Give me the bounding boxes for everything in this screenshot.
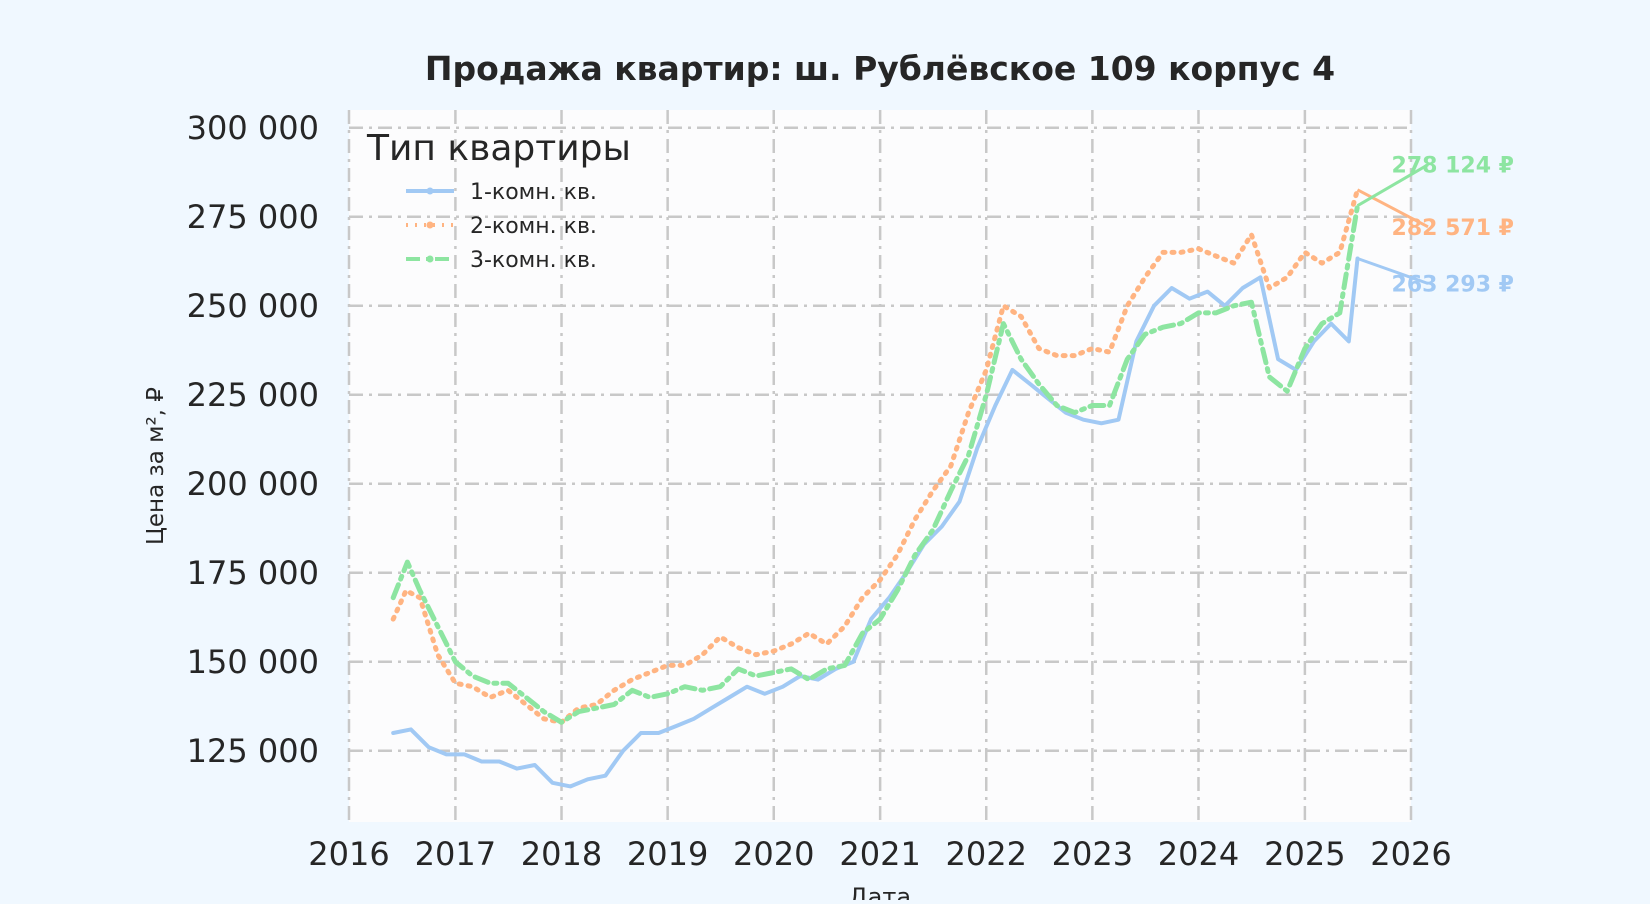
y-tick-label: 175 000	[187, 554, 319, 592]
y-tick-label: 250 000	[187, 287, 319, 325]
y-tick-label: 150 000	[187, 643, 319, 681]
legend-label: 3-комн. кв.	[470, 248, 597, 273]
x-tick-label: 2017	[415, 835, 496, 873]
end-labels: 263 293 ₽ 282 571 ₽ 278 124 ₽	[1356, 154, 1514, 297]
legend-entries: 1-комн. кв. 2-комн. кв. 3-комн. кв.	[406, 180, 597, 273]
x-axis-ticks: 2016 2017 2018 2019 2020 2021 2022 2023 2024 2025…	[308, 835, 1451, 873]
x-tick-label: 2026	[1370, 835, 1451, 873]
x-tick-label: 2024	[1158, 835, 1239, 873]
y-tick-label: 225 000	[187, 376, 319, 414]
series-line-1	[391, 256, 1360, 789]
x-tick-label: 2021	[839, 835, 920, 873]
legend-marker	[426, 255, 434, 263]
x-tick-label: 2016	[308, 835, 389, 873]
y-tick-label: 275 000	[187, 198, 319, 236]
legend-title: Тип квартиры	[366, 128, 631, 169]
chart-title: Продажа квартир: ш. Рублёвское 109 корпу…	[425, 49, 1335, 88]
y-tick-label: 300 000	[187, 109, 319, 147]
y-tick-label: 200 000	[187, 465, 319, 503]
y-tick-label: 125 000	[187, 732, 319, 770]
x-tick-label: 2020	[733, 835, 814, 873]
series-line-3	[390, 203, 1360, 725]
legend: Тип квартиры 1-комн. кв. 2-комн. кв. 3-ком…	[366, 128, 631, 273]
x-tick-label: 2018	[521, 835, 602, 873]
x-tick-label: 2019	[627, 835, 708, 873]
end-value-label: 278 124 ₽	[1392, 154, 1514, 179]
x-tick-label: 2025	[1264, 835, 1345, 873]
legend-marker	[426, 221, 434, 229]
end-label-connector	[1356, 163, 1429, 207]
grid	[347, 110, 1413, 822]
end-label-connector	[1357, 257, 1429, 285]
x-tick-label: 2022	[946, 835, 1027, 873]
x-axis-label: Дата	[849, 883, 911, 900]
x-tick-label: 2023	[1052, 835, 1133, 873]
legend-marker	[426, 187, 434, 195]
end-label-connector	[1356, 188, 1429, 229]
legend-label: 1-комн. кв.	[470, 180, 597, 205]
end-value-label: 282 571 ₽	[1392, 216, 1514, 241]
series-line-2	[390, 187, 1360, 725]
end-value-label: 263 293 ₽	[1392, 272, 1514, 297]
y-axis-label: Цена за м², ₽	[143, 387, 169, 545]
y-axis-ticks: 125 000 150 000 175 000 200 000 225 000 250 0…	[187, 109, 319, 770]
series-lines	[390, 187, 1360, 789]
legend-label: 2-комн. кв.	[470, 214, 597, 239]
